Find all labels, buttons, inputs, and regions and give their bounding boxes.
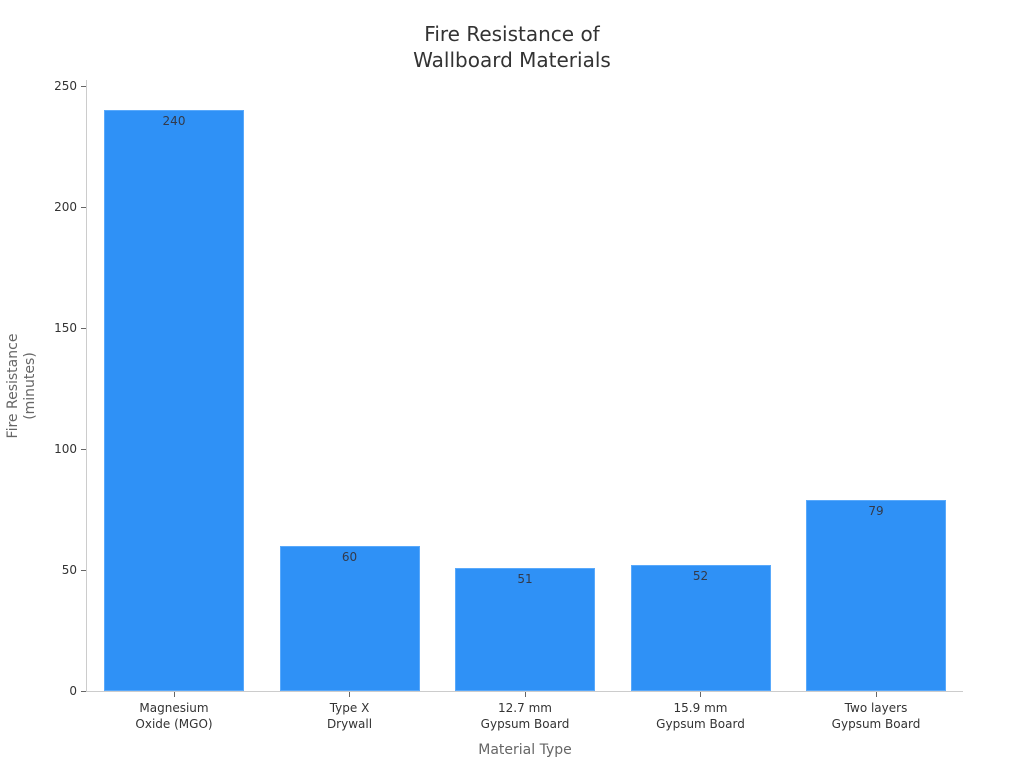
- y-tick-label: 0: [69, 684, 77, 698]
- bar-value-label: 60: [341, 549, 358, 564]
- y-axis-label-line-1: Fire Resistance: [5, 333, 21, 439]
- x-tick-label: Type X Drywall: [326, 701, 373, 731]
- x-tick: Magnesium Oxide (MGO): [94, 692, 254, 732]
- bar: 79: [806, 499, 946, 691]
- x-tick-label: Magnesium Oxide (MGO): [135, 701, 213, 731]
- y-tick-label: 50: [61, 563, 77, 577]
- y-tick-mark: [81, 691, 86, 692]
- x-axis-label: Material Type: [478, 742, 572, 758]
- bar-value-label: 79: [868, 503, 884, 518]
- y-tick-label: 200: [54, 200, 77, 214]
- y-tick-label: 250: [54, 79, 77, 93]
- x-tick-mark: [173, 692, 175, 697]
- y-tick: 250: [0, 79, 86, 93]
- y-axis-label-line-2: (minutes): [22, 352, 38, 420]
- bar: 52: [630, 565, 771, 691]
- x-tick-label: 12.7 mm Gypsum Board: [480, 701, 570, 731]
- x-axis-line: [86, 691, 963, 692]
- x-tick-label: Two layers Gypsum Board: [831, 701, 921, 731]
- bar: 60: [279, 545, 420, 691]
- y-tick: 200: [0, 200, 86, 214]
- y-tick-mark: [81, 570, 86, 571]
- x-tick: Type X Drywall: [270, 692, 430, 732]
- x-tick: 12.7 mm Gypsum Board: [445, 692, 605, 732]
- x-tick-mark: [524, 692, 526, 697]
- x-tick-label: 15.9 mm Gypsum Board: [656, 701, 745, 731]
- y-tick-mark: [81, 449, 86, 450]
- x-tick-mark: [875, 692, 877, 697]
- y-tick-mark: [81, 328, 86, 329]
- y-tick: 100: [0, 442, 86, 456]
- bar-value-label: 240: [162, 114, 186, 129]
- chart-title: Fire Resistance of Wallboard Materials: [0, 21, 1024, 73]
- x-tick-mark: [700, 692, 701, 697]
- bar-value-label: 51: [517, 571, 533, 586]
- y-tick: 150: [0, 321, 86, 335]
- y-axis-line: [86, 80, 87, 692]
- x-tick: Two layers Gypsum Board: [796, 692, 956, 732]
- chart-title-line-1: Fire Resistance of: [424, 22, 600, 46]
- x-tick-mark: [349, 692, 350, 697]
- y-tick-mark: [81, 86, 86, 87]
- y-tick-label: 150: [54, 321, 77, 335]
- y-tick-label: 100: [54, 442, 77, 456]
- bar-value-label: 52: [692, 569, 709, 584]
- y-tick-mark: [81, 207, 86, 208]
- y-tick: 50: [0, 563, 86, 577]
- y-axis-label: Fire Resistance (minutes): [5, 334, 39, 439]
- chart-title-line-2: Wallboard Materials: [413, 48, 611, 72]
- bar: 51: [455, 567, 595, 691]
- y-tick: 0: [0, 684, 86, 698]
- bar: 240: [104, 110, 244, 691]
- x-tick: 15.9 mm Gypsum Board: [621, 692, 781, 732]
